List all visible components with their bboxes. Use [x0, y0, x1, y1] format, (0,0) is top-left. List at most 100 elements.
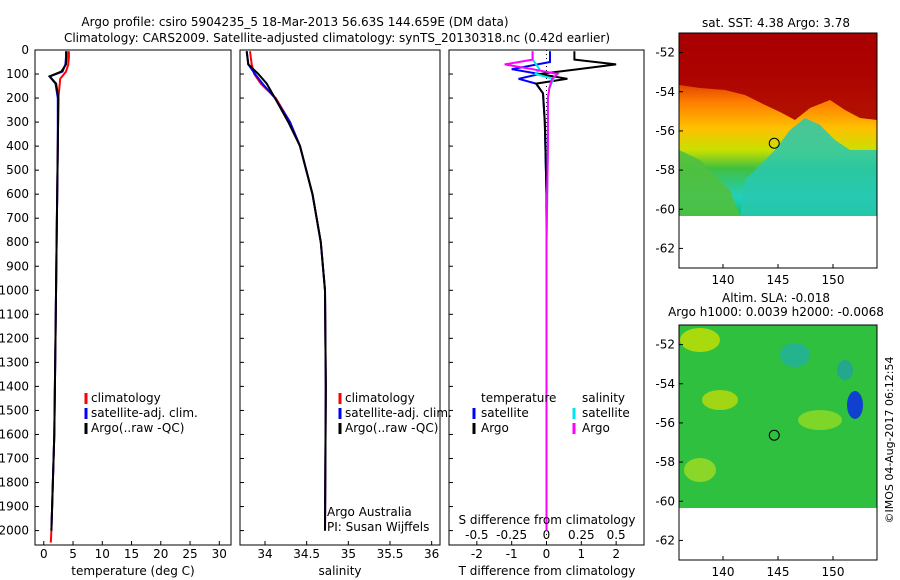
legend-title-temperature: temperature [481, 391, 556, 405]
depth-tick-label: 1700 [0, 451, 29, 465]
legend-label-t-satellite: satellite [481, 406, 529, 420]
map-y-tick-label: -62 [655, 241, 675, 255]
x-tick-label: 0 [543, 547, 551, 561]
imos-credit: ©IMOS 04-Aug-2017 06:12:54 [883, 357, 896, 524]
sla-high-anomaly [684, 458, 716, 482]
map-y-tick-label: -60 [655, 494, 675, 508]
sla-high-anomaly [798, 410, 842, 430]
x-tick-label: 0 [40, 547, 48, 561]
map-x-tick-label: 145 [767, 273, 790, 287]
salinity-xlabel: salinity [318, 564, 361, 578]
legend-label-argo: Argo(..raw -QC) [345, 421, 438, 435]
depth-tick-label: 700 [6, 211, 29, 225]
difference-xlabel: T difference from climatology [458, 564, 636, 578]
sst-map-axes: 140 145 150 -52 -54 -56 -58 -60 -62 [655, 46, 844, 287]
depth-tick-label: 1900 [0, 500, 29, 514]
x-top-tick-label: -0.25 [496, 528, 527, 542]
map-y-tick-label: -56 [655, 124, 675, 138]
map-y-tick-label: -54 [655, 85, 675, 99]
x-tick-label: 2 [612, 547, 620, 561]
sst-cold-region [740, 118, 877, 216]
temperature-axis: 0 5 10 15 20 25 30 [40, 541, 227, 561]
x-tick-label: -2 [471, 547, 483, 561]
salinity-panel [239, 49, 441, 546]
x-tick-label: 1 [578, 547, 586, 561]
map-y-tick-label: -62 [655, 533, 675, 547]
map-y-tick-label: -58 [655, 163, 675, 177]
series-line-argo-raw-qc- [47, 51, 68, 531]
x-tick-label: 15 [124, 547, 139, 561]
x-tick-label: 36 [424, 547, 439, 561]
legend-title-salinity: salinity [582, 391, 625, 405]
sla-map-title-line2: Argo h1000: 0.0039 h2000: -0.0068 [668, 305, 884, 319]
sla-nodata [679, 508, 877, 560]
legend-label-t-argo: Argo [481, 421, 509, 435]
map-y-tick-label: -52 [655, 46, 675, 60]
sla-low-anomaly [780, 343, 810, 367]
argo-australia-note: Argo Australia [327, 505, 412, 519]
x-top-tick-label: 0.25 [568, 528, 595, 542]
depth-axis: 0 100 200 300 400 500 600 700 800 900 1000 1100 1200… [0, 43, 453, 538]
series-line-argo-raw-qc- [245, 51, 327, 531]
sla-high-anomaly [702, 390, 738, 410]
legend-label-climatology: climatology [345, 391, 415, 405]
depth-tick-label: 1400 [0, 379, 29, 393]
depth-tick-label: 1100 [0, 307, 29, 321]
legend-label-climatology: climatology [91, 391, 161, 405]
profile-location-marker [768, 137, 780, 149]
sla-map [678, 324, 878, 561]
difference-xlabel-top: S difference from climatology [459, 513, 636, 527]
difference-series [504, 51, 617, 531]
temperature-panel [34, 49, 232, 546]
map-y-tick-label: -52 [655, 338, 675, 352]
temperature-legend: climatology satellite-adj. clim. Argo(..… [84, 391, 198, 435]
depth-tick-label: 600 [6, 187, 29, 201]
pi-note: PI: Susan Wijffels [327, 520, 429, 534]
map-x-tick-label: 145 [767, 565, 790, 579]
temperature-series [47, 51, 70, 543]
depth-tick-label: 1600 [0, 427, 29, 441]
depth-tick-label: 800 [6, 235, 29, 249]
sst-map [678, 32, 878, 269]
sla-low-anomaly [847, 391, 863, 419]
figure-title-line1: Argo profile: csiro 5904235_5 18-Mar-201… [81, 15, 508, 29]
depth-tick-label: 1000 [0, 283, 29, 297]
legend-label-s-argo: Argo [582, 421, 610, 435]
depth-tick-label: 1500 [0, 403, 29, 417]
figure-title-line2: Climatology: CARS2009. Satellite-adjuste… [64, 31, 610, 45]
sst-warm-region [679, 33, 877, 120]
depth-tick-label: 500 [6, 163, 29, 177]
legend-label-s-satellite: satellite [582, 406, 630, 420]
legend-label-satellite: satellite-adj. clim. [345, 406, 452, 420]
depth-tick-label: 300 [6, 115, 29, 129]
sla-low-anomaly [837, 360, 853, 380]
map-y-tick-label: -60 [655, 202, 675, 216]
map-x-tick-label: 140 [712, 273, 735, 287]
x-tick-label: 5 [69, 547, 77, 561]
depth-tick-label: 400 [6, 139, 29, 153]
depth-tick-label: 2000 [0, 524, 29, 538]
series-line-s-satellite [531, 51, 555, 531]
map-x-tick-label: 150 [822, 565, 845, 579]
difference-legend: temperature satellite Argo salinity sate… [472, 391, 630, 435]
sst-map-title: sat. SST: 4.38 Argo: 3.78 [702, 16, 850, 30]
x-top-tick-label: 0.5 [607, 528, 626, 542]
x-tick-label: 35 [341, 547, 356, 561]
x-tick-label: 35.5 [377, 547, 404, 561]
depth-tick-label: 1800 [0, 476, 29, 490]
salinity-axis: 34 34.5 35 35.5 36 [257, 541, 439, 561]
map-y-tick-label: -54 [655, 377, 675, 391]
x-tick-label: 20 [153, 547, 168, 561]
series-line-satellite-adj-clim- [245, 51, 327, 531]
sla-map-axes: 140 145 150 -52 -54 -56 -58 -60 -62 [655, 338, 844, 579]
x-tick-label: 30 [212, 547, 227, 561]
x-tick-label: -1 [506, 547, 518, 561]
sst-nodata [679, 216, 877, 268]
x-tick-label: 10 [95, 547, 110, 561]
depth-tick-label: 900 [6, 259, 29, 273]
profile-location-marker [768, 429, 780, 441]
x-top-tick-label: -0.5 [465, 528, 488, 542]
map-x-tick-label: 150 [822, 273, 845, 287]
depth-tick-label: 1300 [0, 355, 29, 369]
